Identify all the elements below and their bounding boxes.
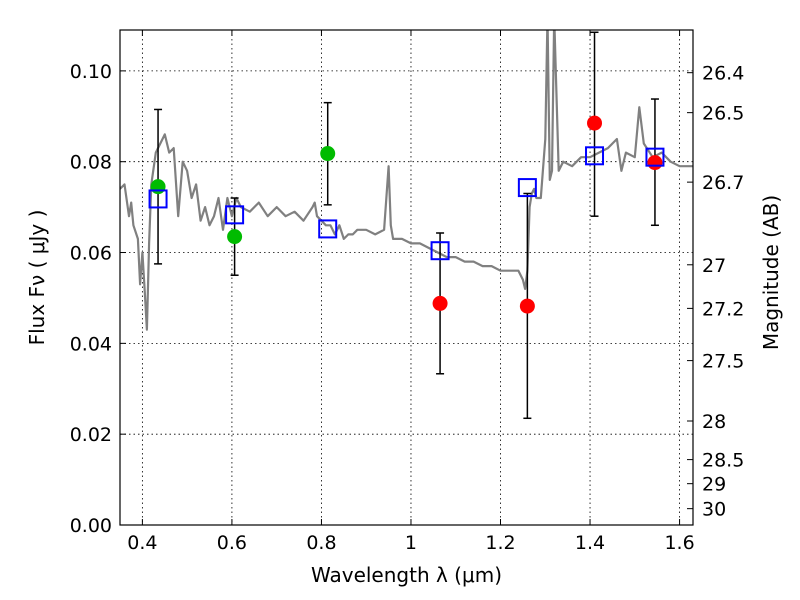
x-tick-label: 0.4 xyxy=(127,532,157,554)
x-axis-title: Wavelength λ (μm) xyxy=(311,563,502,587)
grid-lines xyxy=(120,30,693,525)
y-tick-label: 0.00 xyxy=(70,515,112,537)
model-square-point xyxy=(225,205,245,225)
y2-tick-label: 28 xyxy=(702,411,726,433)
error-bar-layer xyxy=(154,31,659,420)
y-axis-title: Flux Fν ( μJy ) xyxy=(25,210,49,346)
model-square-point xyxy=(645,147,665,167)
y2-tick-label: 26.5 xyxy=(702,103,744,125)
plot-frame xyxy=(119,29,694,526)
marker-layer xyxy=(148,115,665,314)
tick-layer xyxy=(120,30,693,526)
model-square-point xyxy=(430,241,450,261)
green-point xyxy=(150,179,166,195)
model-square-point xyxy=(318,219,338,239)
y-tick-label: 0.04 xyxy=(70,333,112,355)
spectrum-layer xyxy=(120,30,693,331)
red-point xyxy=(587,115,603,131)
y2-tick-label: 29 xyxy=(702,474,726,496)
y-tick-label: 0.06 xyxy=(70,243,112,265)
y2-tick-label: 26.7 xyxy=(702,172,744,194)
y2-tick-label: 27.5 xyxy=(702,351,744,373)
x-tick-label: 1.2 xyxy=(485,532,515,554)
model-square-point xyxy=(585,146,605,166)
red-point xyxy=(432,295,448,311)
green-point xyxy=(227,229,243,245)
y2-tick-label: 27.2 xyxy=(702,298,744,320)
y2-tick-label: 30 xyxy=(702,499,726,521)
model-square-point xyxy=(517,178,537,198)
y2-axis-title: Magnitude (AB) xyxy=(759,195,783,350)
y-tick-label: 0.02 xyxy=(70,424,112,446)
y-tick-label: 0.10 xyxy=(70,61,112,83)
x-tick-label: 0.8 xyxy=(306,532,336,554)
red-point xyxy=(647,155,663,171)
y-tick-label: 0.08 xyxy=(70,152,112,174)
x-tick-label: 1.6 xyxy=(664,532,694,554)
y2-tick-label: 27 xyxy=(702,255,726,277)
x-tick-label: 0.6 xyxy=(217,532,247,554)
tick-label-layer: 0.4 0.6 0.8 1 1.2 1.4 1.6 0.00 0.02 0.04 0.06 0.08 0… xyxy=(70,61,745,554)
x-tick-label: 1.4 xyxy=(575,532,605,554)
spectrum-line xyxy=(120,30,693,331)
green-point xyxy=(320,146,336,162)
model-square-point xyxy=(148,189,168,209)
x-tick-label: 1 xyxy=(405,532,417,554)
red-point xyxy=(519,298,535,314)
y2-tick-label: 26.4 xyxy=(702,63,744,85)
y2-tick-label: 28.5 xyxy=(702,450,744,472)
